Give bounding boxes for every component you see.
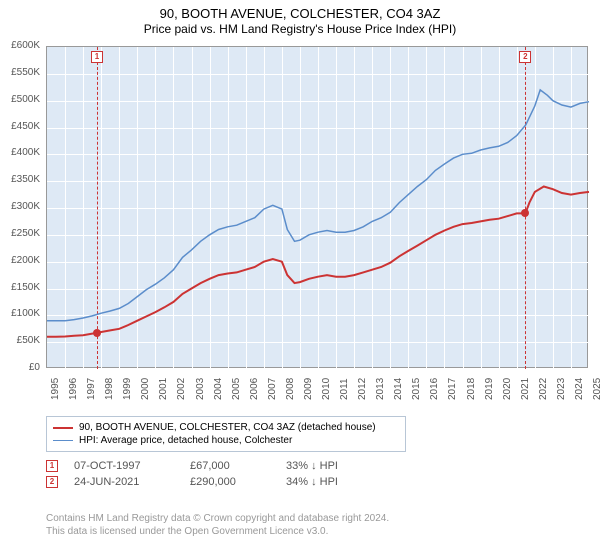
- x-axis-label: 2014: [393, 378, 404, 400]
- x-axis-label: 2016: [429, 378, 440, 400]
- legend-swatch: [53, 427, 73, 429]
- sale-marker-dot: [93, 329, 101, 337]
- x-axis-label: 2006: [249, 378, 260, 400]
- sale-marker-box: 1: [91, 51, 103, 63]
- x-axis-label: 2004: [213, 378, 224, 400]
- x-axis-label: 2013: [375, 378, 386, 400]
- chart-lines: [47, 47, 589, 369]
- sale-diff: 34% ↓ HPI: [286, 476, 338, 488]
- sale-row-marker: 2: [46, 476, 58, 488]
- y-axis-label: £300K: [0, 201, 40, 212]
- x-axis-label: 2018: [466, 378, 477, 400]
- y-axis-label: £150K: [0, 282, 40, 293]
- sale-date: 07-OCT-1997: [74, 460, 174, 472]
- x-axis-label: 2011: [339, 378, 350, 400]
- x-axis-label: 2008: [285, 378, 296, 400]
- x-axis-label: 2022: [538, 378, 549, 400]
- x-axis-label: 2025: [592, 378, 600, 400]
- legend-panel: 90, BOOTH AVENUE, COLCHESTER, CO4 3AZ (d…: [46, 416, 406, 452]
- x-axis-label: 2002: [176, 378, 187, 400]
- y-axis-label: £550K: [0, 67, 40, 78]
- y-axis-label: £100K: [0, 308, 40, 319]
- x-axis-label: 2012: [357, 378, 368, 400]
- x-axis-label: 1996: [68, 378, 79, 400]
- y-axis-label: £250K: [0, 228, 40, 239]
- legend-row: 90, BOOTH AVENUE, COLCHESTER, CO4 3AZ (d…: [53, 421, 399, 434]
- chart-subtitle: Price paid vs. HM Land Registry's House …: [0, 22, 600, 40]
- x-axis-label: 2017: [447, 378, 458, 400]
- sale-marker-box: 2: [519, 51, 531, 63]
- legend-label: 90, BOOTH AVENUE, COLCHESTER, CO4 3AZ (d…: [79, 422, 376, 433]
- x-axis-label: 2010: [321, 378, 332, 400]
- x-axis-label: 1999: [122, 378, 133, 400]
- x-axis-label: 2001: [158, 378, 169, 400]
- x-axis-label: 2009: [303, 378, 314, 400]
- x-axis-label: 1997: [86, 378, 97, 400]
- sale-date: 24-JUN-2021: [74, 476, 174, 488]
- y-axis-label: £200K: [0, 255, 40, 266]
- y-axis-label: £450K: [0, 121, 40, 132]
- footer-line-1: Contains HM Land Registry data © Crown c…: [46, 512, 389, 525]
- legend-row: HPI: Average price, detached house, Colc…: [53, 434, 399, 447]
- sale-diff: 33% ↓ HPI: [286, 460, 338, 472]
- y-axis-label: £600K: [0, 40, 40, 51]
- series-property: [47, 187, 589, 337]
- legend-label: HPI: Average price, detached house, Colc…: [79, 435, 292, 446]
- sale-row-marker: 1: [46, 460, 58, 472]
- chart-title: 90, BOOTH AVENUE, COLCHESTER, CO4 3AZ: [0, 0, 600, 22]
- sale-price: £67,000: [190, 460, 270, 472]
- sales-panel: 1 07-OCT-1997 £67,000 33% ↓ HPI 2 24-JUN-2021…: [46, 458, 338, 490]
- sale-marker-dot: [521, 209, 529, 217]
- x-axis-label: 2021: [520, 378, 531, 400]
- x-axis-label: 2007: [267, 378, 278, 400]
- sale-row: 2 24-JUN-2021 £290,000 34% ↓ HPI: [46, 474, 338, 490]
- legend-swatch: [53, 440, 73, 442]
- x-axis-label: 2023: [556, 378, 567, 400]
- sale-price: £290,000: [190, 476, 270, 488]
- footer-attribution: Contains HM Land Registry data © Crown c…: [46, 512, 389, 538]
- y-axis-label: £50K: [0, 335, 40, 346]
- sale-row: 1 07-OCT-1997 £67,000 33% ↓ HPI: [46, 458, 338, 474]
- x-axis-label: 1998: [104, 378, 115, 400]
- x-axis-label: 2003: [195, 378, 206, 400]
- x-axis-label: 1995: [50, 378, 61, 400]
- y-axis-label: £350K: [0, 174, 40, 185]
- y-axis-label: £500K: [0, 94, 40, 105]
- x-axis-label: 2015: [411, 378, 422, 400]
- x-axis-label: 2000: [140, 378, 151, 400]
- x-axis-label: 2020: [502, 378, 513, 400]
- x-axis-label: 2019: [484, 378, 495, 400]
- x-axis-label: 2024: [574, 378, 585, 400]
- y-axis-label: £400K: [0, 147, 40, 158]
- footer-line-2: This data is licensed under the Open Gov…: [46, 525, 389, 538]
- series-hpi: [47, 90, 589, 321]
- x-axis-label: 2005: [231, 378, 242, 400]
- y-axis-label: £0: [0, 362, 40, 373]
- chart-plot-area: 12: [46, 46, 588, 368]
